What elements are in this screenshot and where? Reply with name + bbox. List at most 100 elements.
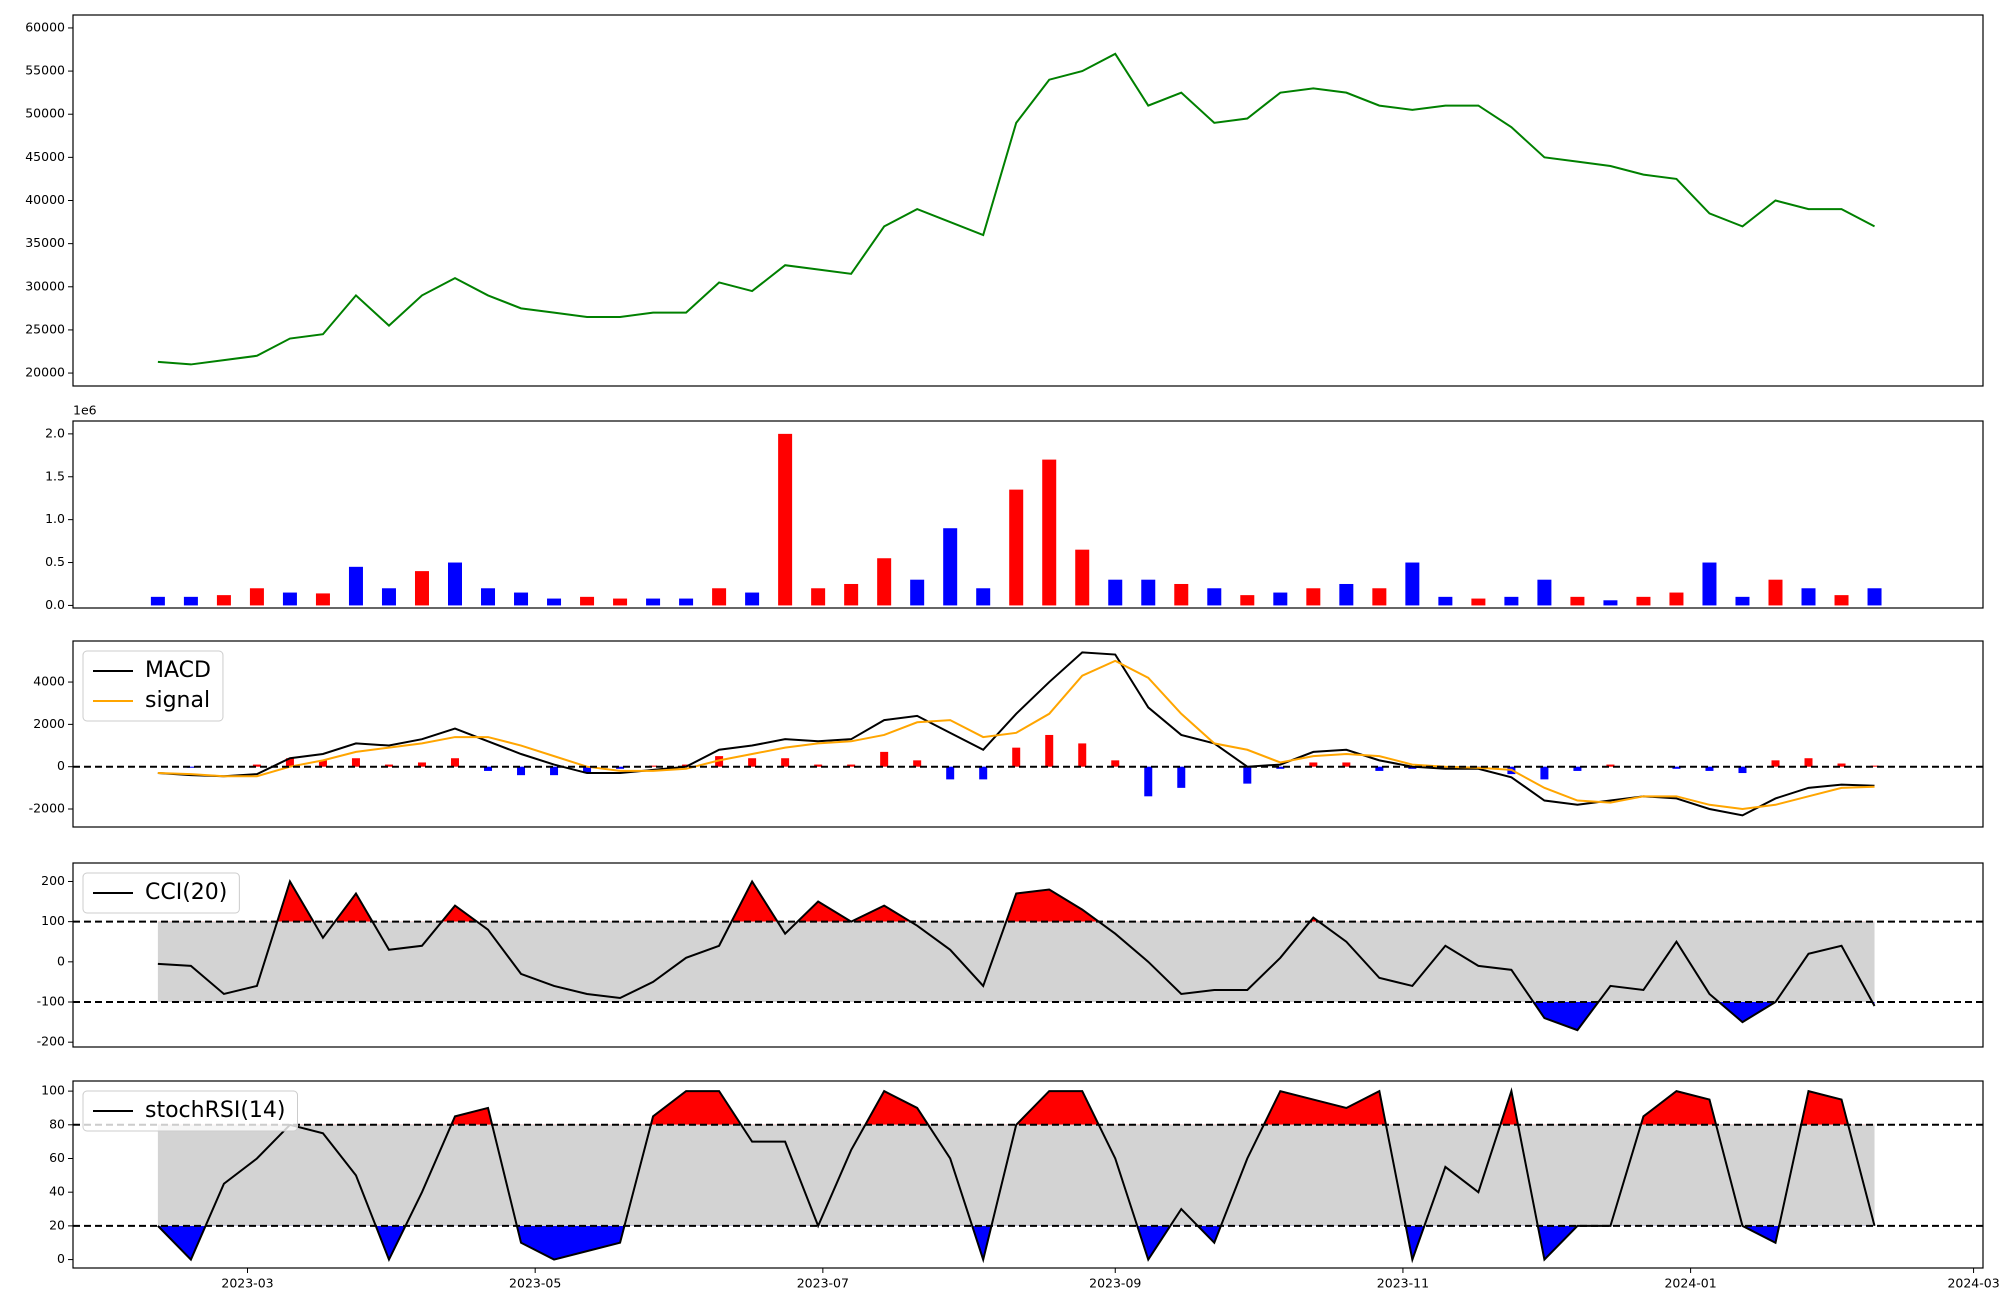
panel: -2000 0 2000 4000 MACD signal [29, 640, 1984, 828]
volume-bar [1108, 579, 1123, 606]
series-line [157, 659, 1875, 811]
volume-bar [448, 562, 462, 606]
volume-bar [910, 579, 925, 606]
y-tick-label: 35000 [25, 235, 65, 250]
histogram-bar [781, 758, 790, 767]
series-line [157, 1087, 1876, 1264]
y-tick-label: 55000 [25, 63, 65, 78]
histogram-bar [1804, 758, 1813, 767]
volume-bar [1570, 596, 1585, 606]
histogram-bar [351, 758, 360, 767]
y-tick-label: -2000 [29, 801, 65, 816]
volume-bar [1603, 600, 1618, 606]
y-tick-label: 20 [49, 1217, 65, 1232]
volume-bar [1405, 562, 1420, 606]
volume-bar [547, 598, 562, 606]
volume-bar [282, 592, 297, 606]
histogram-bar [186, 766, 195, 768]
histogram-bar [583, 766, 592, 774]
y-tick-label: 30000 [25, 278, 65, 293]
y-tick-label: -100 [37, 994, 65, 1009]
volume-bar [811, 588, 826, 606]
histogram-bar [1342, 762, 1351, 767]
y-tick-label: 80 [49, 1116, 65, 1131]
histogram-bar [1837, 763, 1846, 767]
panel: 0.0 0.5 1.0 1.5 2.0 1e6 [45, 403, 1984, 612]
volume-bar [514, 592, 529, 606]
volume-bar [1537, 579, 1552, 606]
histogram-bar [417, 762, 426, 767]
y-tick-label: 45000 [25, 149, 65, 164]
x-tick-label: 2023-07 [797, 1276, 849, 1291]
histogram-bar [715, 756, 724, 767]
volume-bar [877, 558, 892, 606]
volume-bar [150, 596, 165, 606]
histogram-bar [318, 760, 327, 767]
volume-bar [1735, 596, 1750, 606]
histogram-bar [913, 760, 922, 767]
volume-bar [1636, 596, 1651, 606]
y-tick-label: 1.5 [45, 468, 65, 483]
histogram-bar [1111, 760, 1120, 767]
volume-bar [778, 433, 793, 606]
volume-bar [745, 592, 760, 606]
histogram-bar [484, 766, 493, 771]
volume-bar [712, 588, 727, 606]
y-tick-label: 2.0 [45, 425, 65, 440]
histogram-bar [550, 766, 559, 776]
volume-bar [1009, 489, 1024, 606]
y-tick-label: 20000 [25, 365, 65, 380]
histogram-bar [1672, 766, 1681, 769]
volume-bar [1306, 588, 1321, 606]
volume-bar [1339, 583, 1354, 606]
series-line [157, 52, 1875, 366]
histogram-bar [252, 764, 261, 767]
histogram-bar [451, 758, 459, 767]
histogram-bar [384, 764, 393, 767]
legend: CCI(20) [82, 872, 240, 914]
histogram-bar [1606, 764, 1615, 767]
volume-bar [216, 595, 231, 606]
histogram-bar [1408, 766, 1417, 769]
y-tick-label: 0.0 [45, 597, 65, 612]
volume-bar [1438, 596, 1453, 606]
histogram-bar [1078, 743, 1087, 767]
volume-bar [679, 598, 694, 606]
legend-label: MACD [145, 658, 211, 683]
histogram-bar [979, 766, 988, 780]
legend-label: signal [145, 688, 210, 713]
histogram-bar [517, 766, 526, 776]
y-tick-label: 60000 [25, 19, 65, 34]
legend-label: stochRSI(14) [145, 1098, 286, 1123]
plot-area [73, 651, 1983, 817]
y-tick-label: 4000 [33, 674, 65, 689]
volume-bar [613, 598, 628, 606]
y-tick-label: 1.0 [45, 511, 65, 526]
y-tick-label: -200 [37, 1034, 65, 1049]
y-tick-label: 60 [49, 1150, 65, 1165]
histogram-bar [1243, 766, 1252, 784]
volume-bar [1141, 579, 1156, 606]
legend: stochRSI(14) [82, 1090, 298, 1132]
volume-bar [580, 596, 595, 606]
y-tick-label: 100 [41, 1083, 65, 1098]
histogram-bar [1375, 766, 1384, 771]
histogram-bar [1276, 766, 1285, 769]
series-line [157, 651, 1875, 817]
y-tick-label: 40 [49, 1184, 65, 1199]
volume-bar [481, 588, 496, 606]
histogram-bar [880, 751, 889, 767]
volume-bar [249, 588, 264, 606]
y-tick-label: 0 [57, 758, 65, 773]
volume-bar [1273, 592, 1288, 606]
above-fill [157, 1091, 1875, 1125]
volume-bar [1801, 588, 1816, 606]
plot-area [157, 52, 1875, 366]
x-tick-label: 2023-11 [1377, 1276, 1429, 1291]
volume-bar [1207, 588, 1222, 606]
histogram-bar [1540, 766, 1549, 780]
volume-bar [1174, 583, 1189, 606]
volume-bar [1669, 592, 1684, 606]
volume-bar [943, 528, 958, 606]
